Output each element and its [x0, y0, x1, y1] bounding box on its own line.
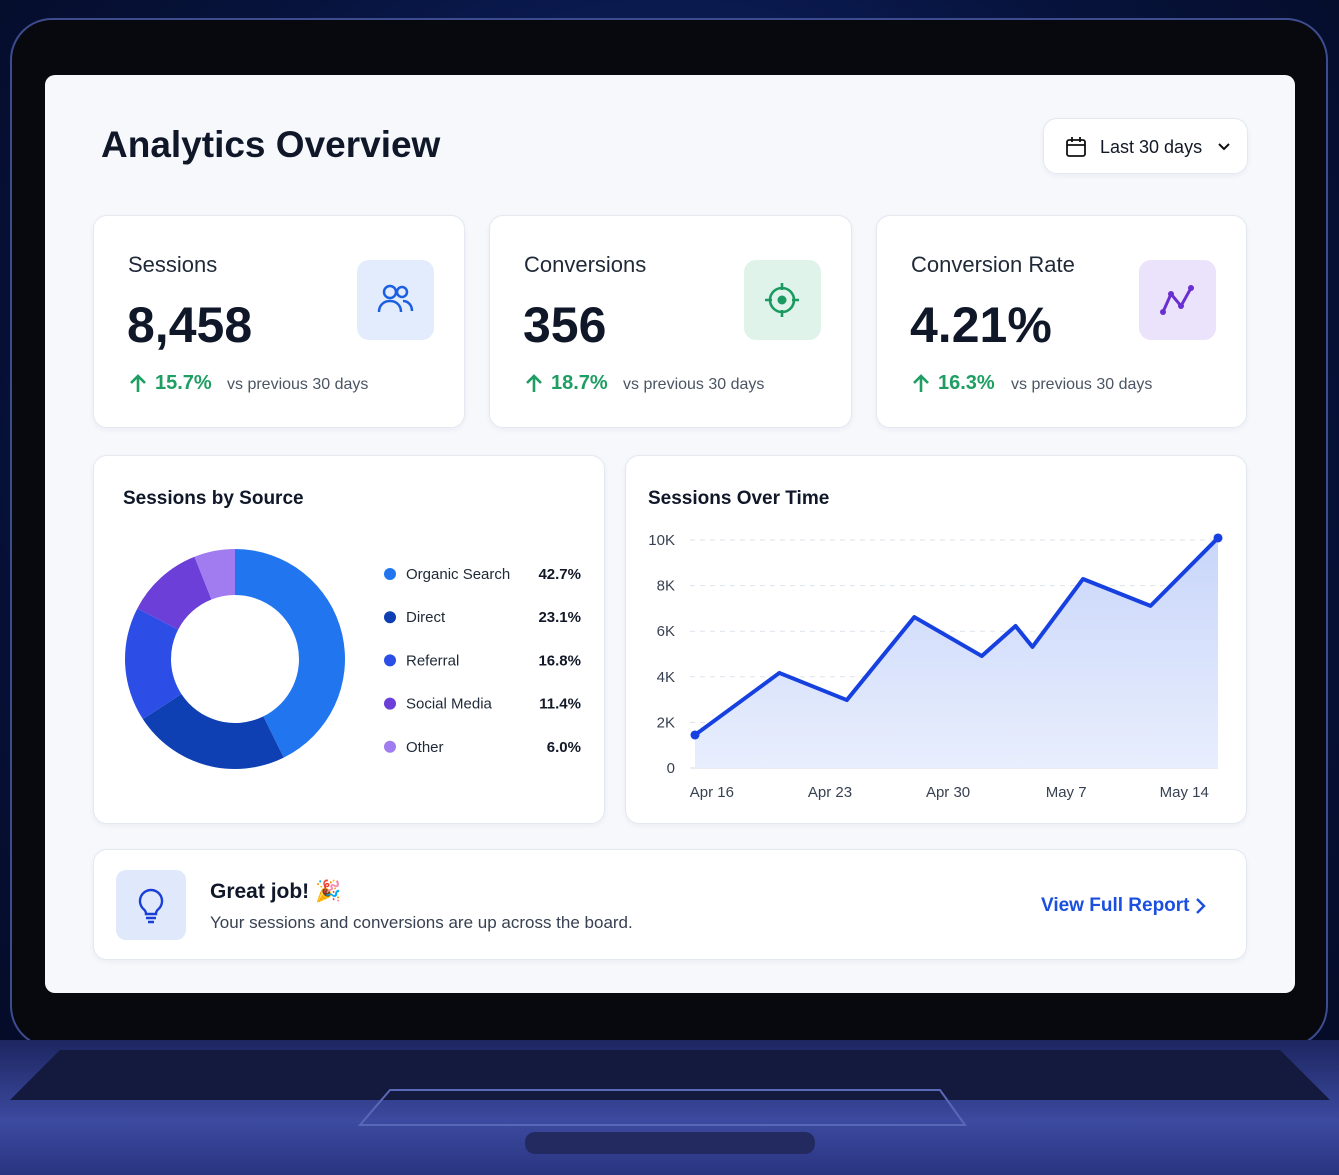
x-tick-label: May 7: [1046, 784, 1087, 801]
kpi-icon-box: [357, 260, 434, 340]
kpi-icon: [1160, 285, 1194, 315]
y-tick-label: 2K: [657, 714, 675, 731]
bulb-icon: [138, 888, 164, 924]
up-arrow: [526, 374, 542, 392]
kpi-note: vs previous 30 days: [1011, 376, 1153, 393]
x-tick-label: Apr 23: [808, 784, 852, 801]
donut-segment: [137, 556, 212, 630]
source-card: [93, 455, 605, 824]
donut-segment: [194, 549, 235, 600]
kpi-change: 16.3%: [938, 372, 995, 394]
view-report-link[interactable]: View Full Report: [1041, 895, 1190, 916]
kpi-note: vs previous 30 days: [623, 376, 765, 393]
line: [693, 536, 1220, 737]
kpi-card: Conversions 356 18.7% vs previous 30 days: [489, 215, 852, 428]
legend-label: Referral: [406, 652, 459, 669]
kpi-value: 4.21%: [910, 297, 1052, 353]
legend-dot: [384, 611, 396, 624]
legend-dot: [384, 654, 396, 667]
date-range-label: Last 30 days: [1100, 137, 1203, 157]
kpi-icon: [377, 284, 414, 313]
legend-dot: [384, 697, 396, 710]
kpi-label: Sessions: [128, 252, 218, 277]
legend-value: 42.7%: [538, 566, 581, 583]
kpi-change: 18.7%: [551, 372, 608, 394]
kpi-icon-box: [744, 260, 821, 340]
legend-label: Social Media: [406, 696, 493, 713]
x-tick-label: Apr 16: [690, 784, 734, 801]
bulb-box: [116, 870, 186, 940]
chevron-down: [1218, 143, 1230, 151]
legend-value: 11.4%: [539, 696, 581, 713]
up-arrow: [130, 374, 146, 392]
x-tick-label: Apr 30: [926, 784, 970, 801]
banner-message: Your sessions and conversions are up acr…: [210, 913, 633, 932]
kpi-value: 356: [523, 297, 607, 353]
donut-segment: [142, 693, 284, 769]
y-tick-label: 6K: [657, 623, 675, 640]
y-tick-label: 10K: [648, 532, 675, 549]
kpi-label: Conversions: [524, 252, 647, 277]
donut-segment: [124, 608, 182, 720]
point: [1213, 533, 1223, 543]
kpi-note: vs previous 30 days: [227, 376, 369, 393]
kpi-card: Sessions 8,458 15.7% vs previous 30 days: [93, 215, 465, 428]
chevron-right: [1196, 898, 1206, 914]
y-tick-label: 8K: [657, 578, 675, 595]
chart-title: Sessions by Source: [123, 488, 304, 509]
legend-value: 23.1%: [538, 609, 581, 626]
kpi-icon: [765, 283, 799, 317]
legend-dot: [384, 740, 396, 753]
y-tick-label: 0: [667, 760, 675, 777]
legend-label: Other: [406, 739, 444, 756]
donut-segment: [235, 549, 345, 758]
date-range-button[interactable]: Last 30 days: [1043, 118, 1248, 174]
kpi-label: Conversion Rate: [911, 252, 1075, 277]
chart-title: Sessions Over Time: [648, 488, 829, 509]
legend-value: 6.0%: [547, 739, 581, 756]
x-tick-label: May 14: [1160, 784, 1209, 801]
up-arrow: [913, 374, 929, 392]
y-tick-label: 4K: [657, 669, 675, 686]
legend-dot: [384, 568, 396, 580]
point: [690, 730, 700, 740]
banner-title: Great job! 🎉: [210, 880, 342, 903]
legend-label: Organic Search: [406, 566, 510, 583]
area: [695, 537, 1218, 768]
kpi-change: 15.7%: [155, 372, 212, 394]
kpi-icon-box: [1139, 260, 1216, 340]
kpi-card: Conversion Rate 4.21% 16.3% vs previous 30 …: [876, 215, 1247, 428]
calendar-icon: [1066, 137, 1086, 157]
kpi-value: 8,458: [127, 297, 253, 353]
legend-value: 16.8%: [538, 652, 581, 669]
legend-label: Direct: [406, 609, 446, 626]
banner: [93, 849, 1247, 960]
page-title: Analytics Overview: [101, 124, 441, 165]
keyboard: [10, 1050, 1330, 1154]
